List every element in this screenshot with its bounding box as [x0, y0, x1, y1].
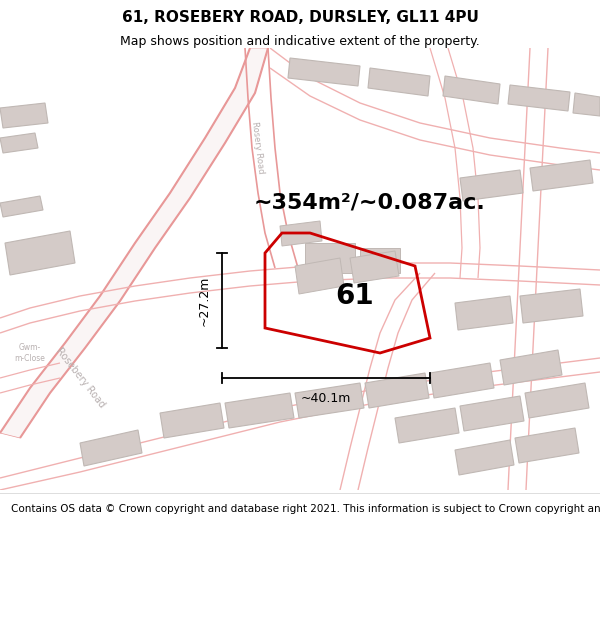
Text: Rosebery Road: Rosebery Road — [53, 346, 106, 410]
Text: 61, ROSEBERY ROAD, DURSLEY, GL11 4PU: 61, ROSEBERY ROAD, DURSLEY, GL11 4PU — [122, 9, 478, 24]
Polygon shape — [515, 428, 579, 463]
Polygon shape — [0, 103, 48, 128]
Polygon shape — [225, 393, 294, 428]
Polygon shape — [573, 93, 600, 116]
Polygon shape — [0, 196, 43, 217]
Polygon shape — [368, 68, 430, 96]
Polygon shape — [430, 363, 494, 398]
Polygon shape — [0, 133, 38, 153]
Text: Contains OS data © Crown copyright and database right 2021. This information is : Contains OS data © Crown copyright and d… — [11, 504, 600, 514]
Polygon shape — [305, 243, 355, 273]
Polygon shape — [520, 289, 583, 323]
Polygon shape — [443, 76, 500, 104]
Polygon shape — [455, 440, 514, 475]
Polygon shape — [360, 248, 400, 273]
Polygon shape — [508, 85, 570, 111]
Polygon shape — [295, 383, 364, 418]
Polygon shape — [525, 383, 589, 418]
Polygon shape — [5, 231, 75, 275]
Polygon shape — [500, 350, 562, 385]
Polygon shape — [460, 396, 524, 431]
Text: 61: 61 — [335, 282, 374, 310]
Polygon shape — [280, 221, 322, 246]
Polygon shape — [288, 58, 360, 86]
Text: Map shows position and indicative extent of the property.: Map shows position and indicative extent… — [120, 34, 480, 48]
Text: Gwm-
m-Close: Gwm- m-Close — [14, 343, 46, 362]
Text: Rosery Road: Rosery Road — [250, 121, 266, 174]
Text: ~27.2m: ~27.2m — [197, 275, 211, 326]
Text: ~354m²/~0.087ac.: ~354m²/~0.087ac. — [254, 193, 486, 213]
Polygon shape — [160, 403, 224, 438]
Polygon shape — [295, 258, 344, 294]
Text: ~40.1m: ~40.1m — [301, 391, 351, 404]
Polygon shape — [530, 160, 593, 191]
Polygon shape — [350, 251, 399, 283]
Polygon shape — [455, 296, 513, 330]
Polygon shape — [460, 170, 523, 201]
Polygon shape — [365, 373, 429, 408]
Polygon shape — [80, 430, 142, 466]
Polygon shape — [0, 48, 268, 438]
Polygon shape — [395, 408, 459, 443]
